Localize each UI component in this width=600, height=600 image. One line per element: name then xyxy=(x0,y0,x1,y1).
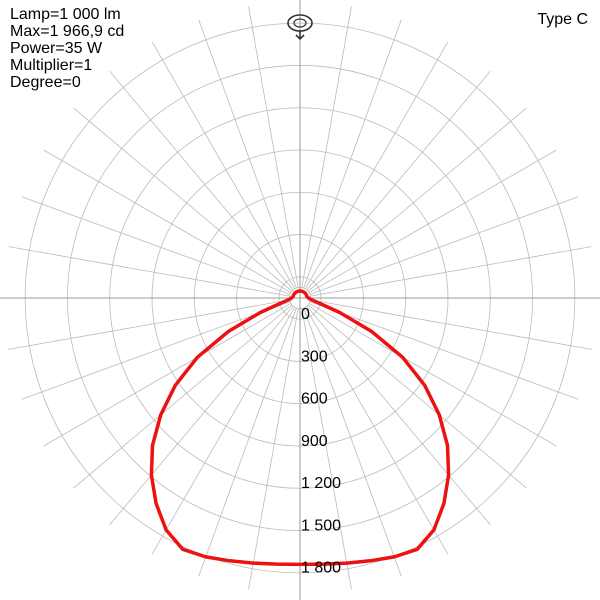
grid-spoke-220 xyxy=(109,70,294,291)
grid-spoke-240 xyxy=(43,149,292,294)
photometry-type-label: Type C xyxy=(537,11,588,28)
grid-spoke-290 xyxy=(21,301,291,400)
grid-spoke-250 xyxy=(21,196,291,295)
rotate-view-icon[interactable] xyxy=(285,10,315,42)
multiplier-label: Multiplier=1 xyxy=(10,57,93,74)
grid-spoke-70 xyxy=(309,301,579,400)
grid-spoke-60 xyxy=(308,302,557,447)
radial-tick-label: 600 xyxy=(301,391,328,408)
grid-spoke-190 xyxy=(248,6,299,288)
radial-tick-label: 1 200 xyxy=(301,475,341,492)
grid-spoke-280 xyxy=(8,299,290,350)
grid-spoke-300 xyxy=(43,302,292,447)
grid-spoke-100 xyxy=(310,246,592,297)
photometric-info: Lamp=1 000 lm Max=1 966,9 cd Power=35 W … xyxy=(10,6,124,91)
grid-spoke-10 xyxy=(301,308,352,590)
radial-tick-label: 900 xyxy=(301,433,328,450)
grid-spoke-30 xyxy=(304,306,449,555)
grid-spoke-170 xyxy=(301,6,352,288)
radial-tick-label: 300 xyxy=(301,348,328,365)
grid-spoke-20 xyxy=(303,307,402,577)
grid-spoke-150 xyxy=(304,41,449,290)
radial-tick-labels: 0 300 600 900 1 200 1 500 1 800 xyxy=(301,306,341,577)
grid-spoke-130 xyxy=(307,107,528,292)
grid-spoke-310 xyxy=(72,304,293,489)
lamp-flux-label: Lamp=1 000 lm xyxy=(10,6,121,23)
grid-spoke-340 xyxy=(198,307,297,577)
degree-label: Degree=0 xyxy=(10,74,81,91)
grid-spoke-80 xyxy=(310,299,592,350)
grid-spoke-200 xyxy=(198,19,297,289)
series-layer xyxy=(149,289,451,567)
grid-spoke-320 xyxy=(109,305,294,526)
angular-grid xyxy=(4,2,596,594)
grid-spoke-160 xyxy=(303,19,402,289)
radial-tick-label: 0 xyxy=(301,306,310,323)
radial-tick-label: 1 800 xyxy=(301,560,341,577)
grid-spoke-260 xyxy=(8,246,290,297)
radial-tick-label: 1 500 xyxy=(301,517,341,534)
grid-spoke-230 xyxy=(72,107,293,292)
grid-spoke-110 xyxy=(309,196,579,295)
grid-spoke-40 xyxy=(306,305,491,526)
max-intensity-label: Max=1 966,9 cd xyxy=(10,23,125,40)
intensity-curve-0 xyxy=(149,289,451,567)
grid-spoke-120 xyxy=(308,149,557,294)
grid-spoke-50 xyxy=(307,304,528,489)
grid-spoke-140 xyxy=(306,70,491,291)
grid-spoke-350 xyxy=(248,308,299,590)
grid-spoke-330 xyxy=(151,306,296,555)
power-label: Power=35 W xyxy=(10,40,103,57)
grid-spoke-210 xyxy=(151,41,296,290)
